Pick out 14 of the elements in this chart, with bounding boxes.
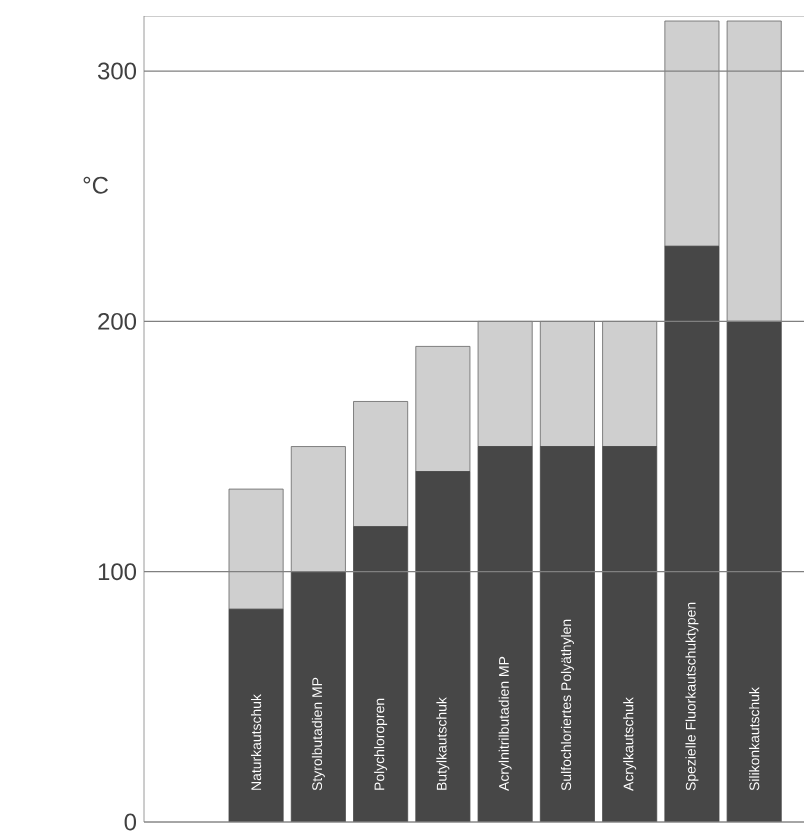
bar <box>477 320 533 447</box>
bar <box>539 320 595 447</box>
y-axis-title: °C <box>83 176 109 194</box>
bar <box>353 401 409 528</box>
bar <box>664 20 720 247</box>
bar <box>726 20 782 322</box>
y-tick-label: 100 <box>98 563 137 581</box>
y-tick-label: 300 <box>97 62 137 80</box>
bar <box>290 446 346 573</box>
bar <box>415 346 471 472</box>
y-tick-label: 0 <box>124 813 137 831</box>
bar <box>228 488 284 610</box>
y-tick-label: 200 <box>98 312 137 330</box>
bar <box>602 320 658 447</box>
